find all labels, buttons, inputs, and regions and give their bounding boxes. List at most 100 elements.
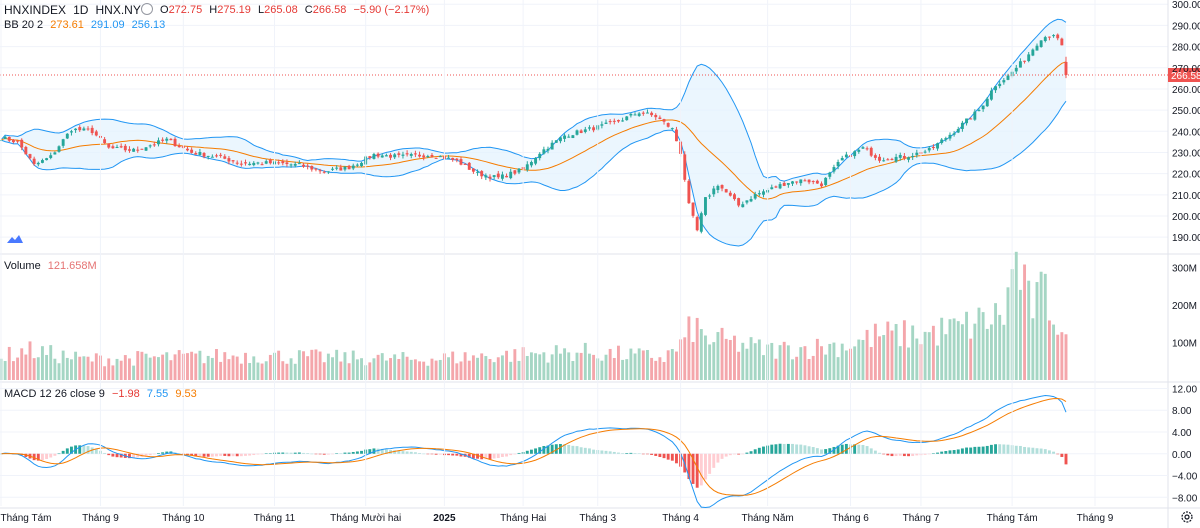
macd-histogram-bar [550, 444, 554, 454]
volume-bar [641, 350, 645, 380]
volume-bar [132, 365, 136, 380]
candle-body [704, 197, 707, 215]
volume-bar [737, 351, 741, 380]
macd-histogram-bar [811, 447, 815, 454]
candle-body [675, 129, 678, 142]
macd-histogram-bar [161, 452, 165, 454]
volume-bar [534, 353, 538, 380]
volume-bar [965, 311, 968, 380]
candle-body [720, 185, 724, 189]
candle-body [438, 156, 442, 158]
volume-bar [944, 334, 948, 380]
candle-body [7, 136, 11, 141]
macd-histogram-bar [538, 447, 542, 454]
volume-bar [488, 358, 492, 380]
candle-body [840, 157, 844, 161]
volume-bar [215, 349, 218, 380]
volume-bar [550, 354, 554, 380]
macd-histogram-bar [712, 453, 716, 468]
volume-bar [1035, 282, 1039, 380]
candle-body [289, 164, 293, 166]
volume-bar [977, 307, 981, 380]
macd-tick-label: 4.00 [1172, 428, 1192, 439]
volume-bar [828, 343, 832, 380]
volume-bar [74, 351, 78, 380]
gear-icon[interactable] [1180, 510, 1194, 524]
macd-histogram-bar [339, 453, 343, 454]
macd-histogram-bar [331, 453, 334, 455]
candle-body [202, 153, 206, 157]
candle-body [998, 83, 1002, 87]
candle-body [306, 165, 310, 167]
candle-body [210, 156, 214, 158]
candle-body [554, 140, 558, 143]
candle-body [310, 166, 314, 170]
candle-body [886, 159, 890, 161]
macd-histogram-bar [471, 453, 475, 459]
volume-bar [704, 335, 707, 380]
macd-histogram-bar [496, 453, 500, 459]
candle-body [422, 155, 426, 158]
candle-body [592, 127, 596, 131]
macd-histogram-bar [853, 444, 857, 454]
volume-bar [144, 353, 148, 380]
volume-bar [343, 352, 347, 380]
candle-body [302, 164, 305, 167]
volume-bar [393, 354, 397, 380]
volume-bar [413, 359, 417, 380]
candle-body [807, 179, 811, 183]
exchange-label: HNX.NY [95, 3, 141, 17]
macd-histogram-bar [749, 451, 753, 454]
candle-body [82, 128, 86, 131]
macd-histogram-bar [898, 453, 902, 456]
interval-label[interactable]: 1D [73, 3, 89, 17]
volume-bar [82, 356, 86, 380]
volume-bar [331, 357, 334, 380]
volume-bar [1060, 332, 1064, 380]
volume-bar [774, 358, 778, 380]
volume-bar [911, 325, 915, 380]
volume-bar [173, 354, 177, 380]
volume-bar [360, 358, 363, 380]
candle-body [90, 127, 94, 134]
volume-bar [998, 314, 1002, 380]
candle-body [836, 161, 840, 167]
volume-bar [86, 356, 90, 380]
macd-histogram-bar [157, 453, 160, 454]
macd-histogram-bar [629, 452, 633, 454]
volume-bar [405, 356, 409, 380]
candle-body [654, 114, 658, 118]
candle-body [844, 154, 848, 158]
volume-bar [824, 354, 828, 380]
candle-body [650, 112, 654, 116]
tradingview-logo-icon[interactable] [6, 232, 24, 244]
macd-histogram-bar [828, 448, 832, 454]
volume-bar [691, 341, 695, 380]
macd-legend[interactable]: MACD 12 26 close 9 −1.98 7.55 9.53 [4, 387, 201, 401]
eye-icon[interactable] [141, 3, 153, 15]
volume-bar [476, 357, 480, 380]
bb-legend[interactable]: BB 20 2 273.61 291.09 256.13 [4, 18, 169, 32]
macd-histogram-bar [931, 453, 935, 454]
candle-body [869, 147, 873, 156]
macd-histogram-bar [604, 450, 608, 454]
macd-histogram-bar [49, 453, 53, 458]
candle-body [281, 161, 285, 164]
macd-histogram-bar [641, 453, 645, 455]
symbol-name[interactable]: HNXINDEX [4, 3, 67, 17]
candle-body [413, 153, 417, 155]
macd-histogram-bar [202, 453, 206, 457]
volume-bar [252, 356, 256, 380]
volume-bar [878, 336, 881, 380]
macd-histogram-bar [567, 444, 571, 454]
candle-body [956, 129, 960, 133]
candle-body [542, 149, 546, 154]
macd-histogram-bar [343, 452, 347, 454]
macd-histogram-bar [704, 453, 707, 480]
macd-histogram-bar [401, 451, 405, 454]
macd-histogram-bar [795, 444, 799, 454]
time-tick-label: Tháng 7 [903, 513, 940, 524]
macd-histogram-bar [248, 453, 252, 456]
volume-legend[interactable]: Volume 121.658M [4, 259, 101, 273]
